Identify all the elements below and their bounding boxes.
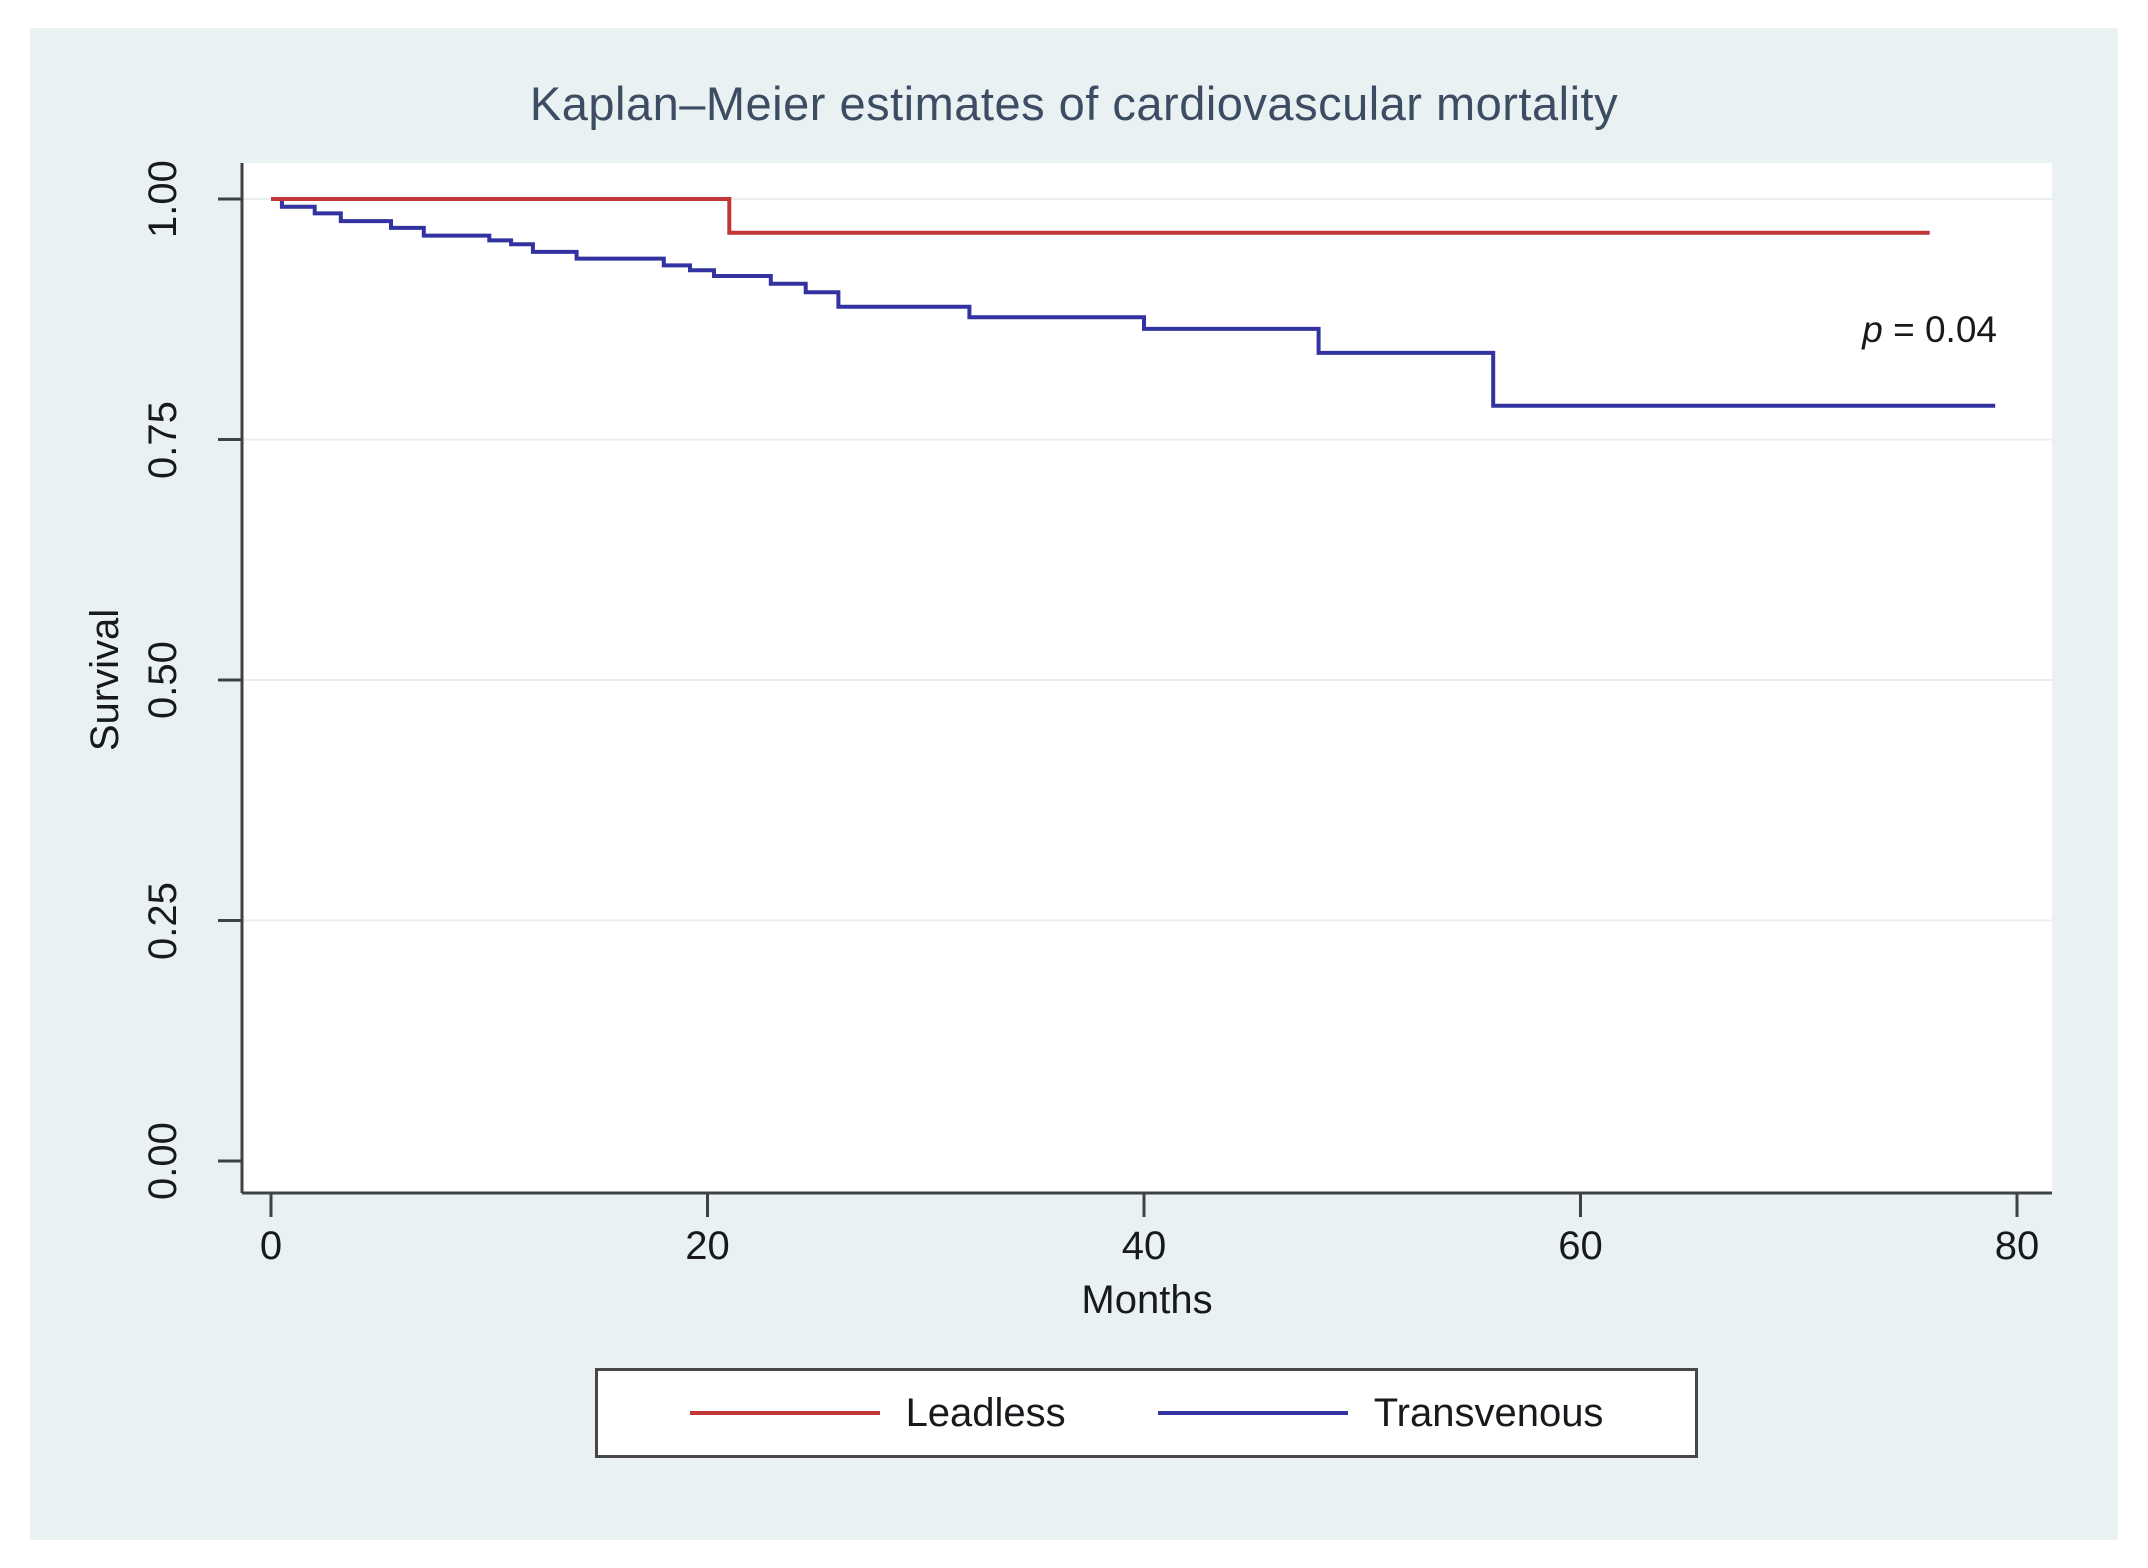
x-tick-20: 20 xyxy=(685,1224,730,1268)
km-chart-figure: Kaplan–Meier estimates of cardiovascular… xyxy=(30,28,2118,1540)
y-tick-0.75: 0.75 xyxy=(140,400,185,479)
plot-area: p = 0.04 xyxy=(218,163,2052,1217)
x-tick-60: 60 xyxy=(1558,1224,1603,1268)
y-tick-0.25: 0.25 xyxy=(140,881,185,960)
km-curves-plot xyxy=(218,163,2052,1217)
y-tick-0.00: 0.00 xyxy=(140,1122,185,1200)
y-tick-0.50: 0.50 xyxy=(140,641,185,719)
x-tick-80: 80 xyxy=(1994,1224,2040,1268)
transvenous-line-swatch xyxy=(1157,1411,1348,1415)
chart-title: Kaplan–Meier estimates of cardiovascular… xyxy=(529,77,1619,130)
y-axis-label: Survival xyxy=(82,608,127,752)
legend-item-transvenous: Transvenous xyxy=(1157,1390,1604,1436)
legend: Leadless Transvenous xyxy=(595,1368,1698,1458)
x-tick-0: 0 xyxy=(259,1224,283,1268)
y-tick-1.00: 1.00 xyxy=(140,160,185,238)
legend-item-leadless: Leadless xyxy=(689,1390,1066,1436)
p-value-annotation: p = 0.04 xyxy=(1862,309,1997,351)
p-symbol: p xyxy=(1862,309,1883,350)
legend-label-transvenous: Transvenous xyxy=(1373,1390,1604,1435)
p-value-text: = 0.04 xyxy=(1882,309,1997,350)
legend-label-leadless: Leadless xyxy=(905,1390,1066,1435)
x-axis-label: Months xyxy=(1081,1278,1213,1322)
leadless-line-swatch xyxy=(689,1411,880,1415)
x-tick-40: 40 xyxy=(1121,1224,1167,1268)
